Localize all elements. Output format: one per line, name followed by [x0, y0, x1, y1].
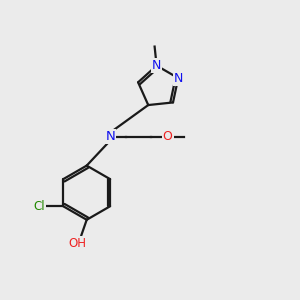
Text: N: N — [105, 130, 115, 143]
Text: OH: OH — [69, 237, 87, 250]
Text: N: N — [173, 72, 183, 85]
Text: Cl: Cl — [33, 200, 45, 213]
Text: O: O — [163, 130, 172, 143]
Text: N: N — [152, 59, 161, 72]
